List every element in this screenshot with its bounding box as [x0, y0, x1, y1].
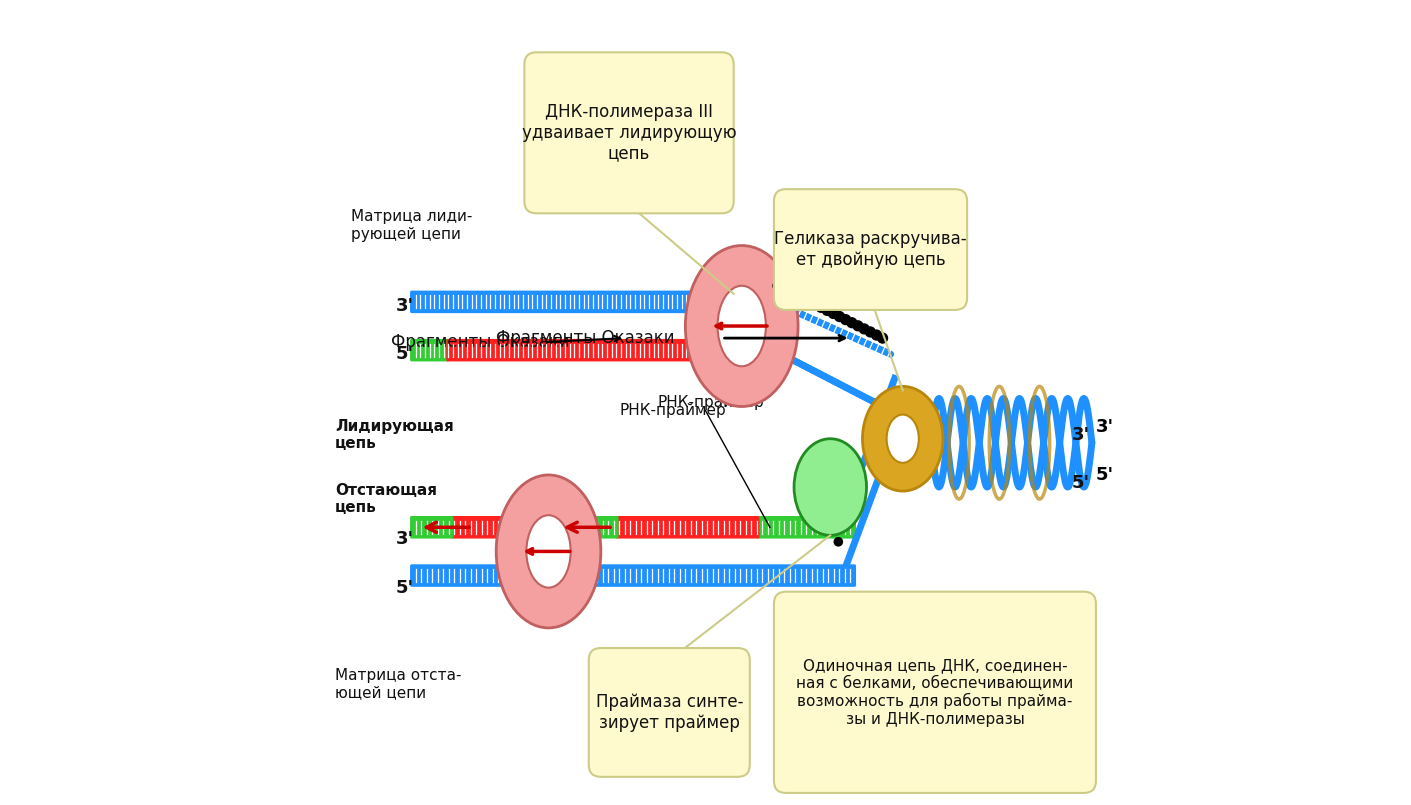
FancyBboxPatch shape — [756, 516, 856, 539]
Circle shape — [865, 326, 876, 337]
Ellipse shape — [862, 386, 943, 491]
Text: РНК-праймер: РНК-праймер — [658, 395, 763, 410]
FancyBboxPatch shape — [411, 339, 450, 361]
FancyBboxPatch shape — [450, 516, 583, 539]
Circle shape — [790, 289, 801, 300]
Text: 5': 5' — [395, 579, 413, 597]
Circle shape — [810, 299, 821, 310]
Circle shape — [779, 283, 790, 295]
Ellipse shape — [497, 475, 601, 628]
Circle shape — [828, 308, 840, 319]
Text: Лидирующая
цепь: Лидирующая цепь — [336, 419, 454, 451]
Text: 5': 5' — [395, 345, 413, 363]
Circle shape — [803, 295, 814, 307]
Circle shape — [821, 305, 832, 316]
Text: Одиночная цепь ДНК, соединен-
ная с белками, обеспечивающими
возможность для раб: Одиночная цепь ДНК, соединен- ная с белк… — [796, 658, 1074, 727]
Text: Фрагменты Оказаки: Фрагменты Оказаки — [497, 329, 674, 347]
Text: 5': 5' — [1072, 474, 1089, 492]
FancyBboxPatch shape — [525, 52, 734, 213]
Text: ДНК-полимераза III
удваивает лидирующую
цепь: ДНК-полимераза III удваивает лидирующую … — [522, 103, 737, 163]
FancyBboxPatch shape — [588, 648, 749, 777]
FancyBboxPatch shape — [615, 516, 759, 539]
Text: Матрица отста-
ющей цепи: Матрица отста- ющей цепи — [336, 668, 461, 700]
Text: 3': 3' — [395, 530, 413, 548]
Text: 3': 3' — [1096, 418, 1115, 436]
FancyBboxPatch shape — [773, 592, 1096, 793]
Circle shape — [858, 324, 869, 335]
Ellipse shape — [886, 415, 919, 463]
Circle shape — [834, 311, 845, 322]
Ellipse shape — [718, 286, 766, 366]
Circle shape — [797, 292, 809, 303]
FancyBboxPatch shape — [411, 516, 453, 539]
Text: Праймаза синте-
зирует праймер: Праймаза синте- зирует праймер — [595, 693, 744, 732]
Circle shape — [772, 280, 783, 291]
Text: 3': 3' — [395, 297, 413, 315]
Ellipse shape — [526, 515, 570, 588]
Text: Матрица лиди-
рующей цепи: Матрица лиди- рующей цепи — [351, 209, 473, 242]
Ellipse shape — [686, 246, 799, 407]
Circle shape — [871, 329, 882, 341]
Circle shape — [878, 332, 889, 344]
FancyBboxPatch shape — [446, 339, 744, 361]
FancyBboxPatch shape — [579, 516, 618, 539]
Text: 5': 5' — [1096, 466, 1115, 484]
Circle shape — [847, 317, 858, 328]
Circle shape — [785, 287, 796, 298]
Circle shape — [840, 314, 851, 325]
Text: Фрагменты Оказаки: Фрагменты Оказаки — [391, 333, 570, 351]
Text: Отстающая
цепь: Отстающая цепь — [336, 483, 437, 515]
Ellipse shape — [794, 439, 866, 535]
Circle shape — [816, 302, 827, 313]
Text: 3': 3' — [1072, 426, 1089, 444]
Circle shape — [834, 537, 844, 547]
Circle shape — [852, 320, 864, 332]
Text: Геликаза раскручива-
ет двойную цепь: Геликаза раскручива- ет двойную цепь — [775, 230, 967, 269]
FancyBboxPatch shape — [411, 291, 744, 313]
FancyBboxPatch shape — [411, 564, 856, 587]
FancyBboxPatch shape — [773, 189, 967, 310]
Text: РНК-праймер: РНК-праймер — [619, 403, 727, 418]
